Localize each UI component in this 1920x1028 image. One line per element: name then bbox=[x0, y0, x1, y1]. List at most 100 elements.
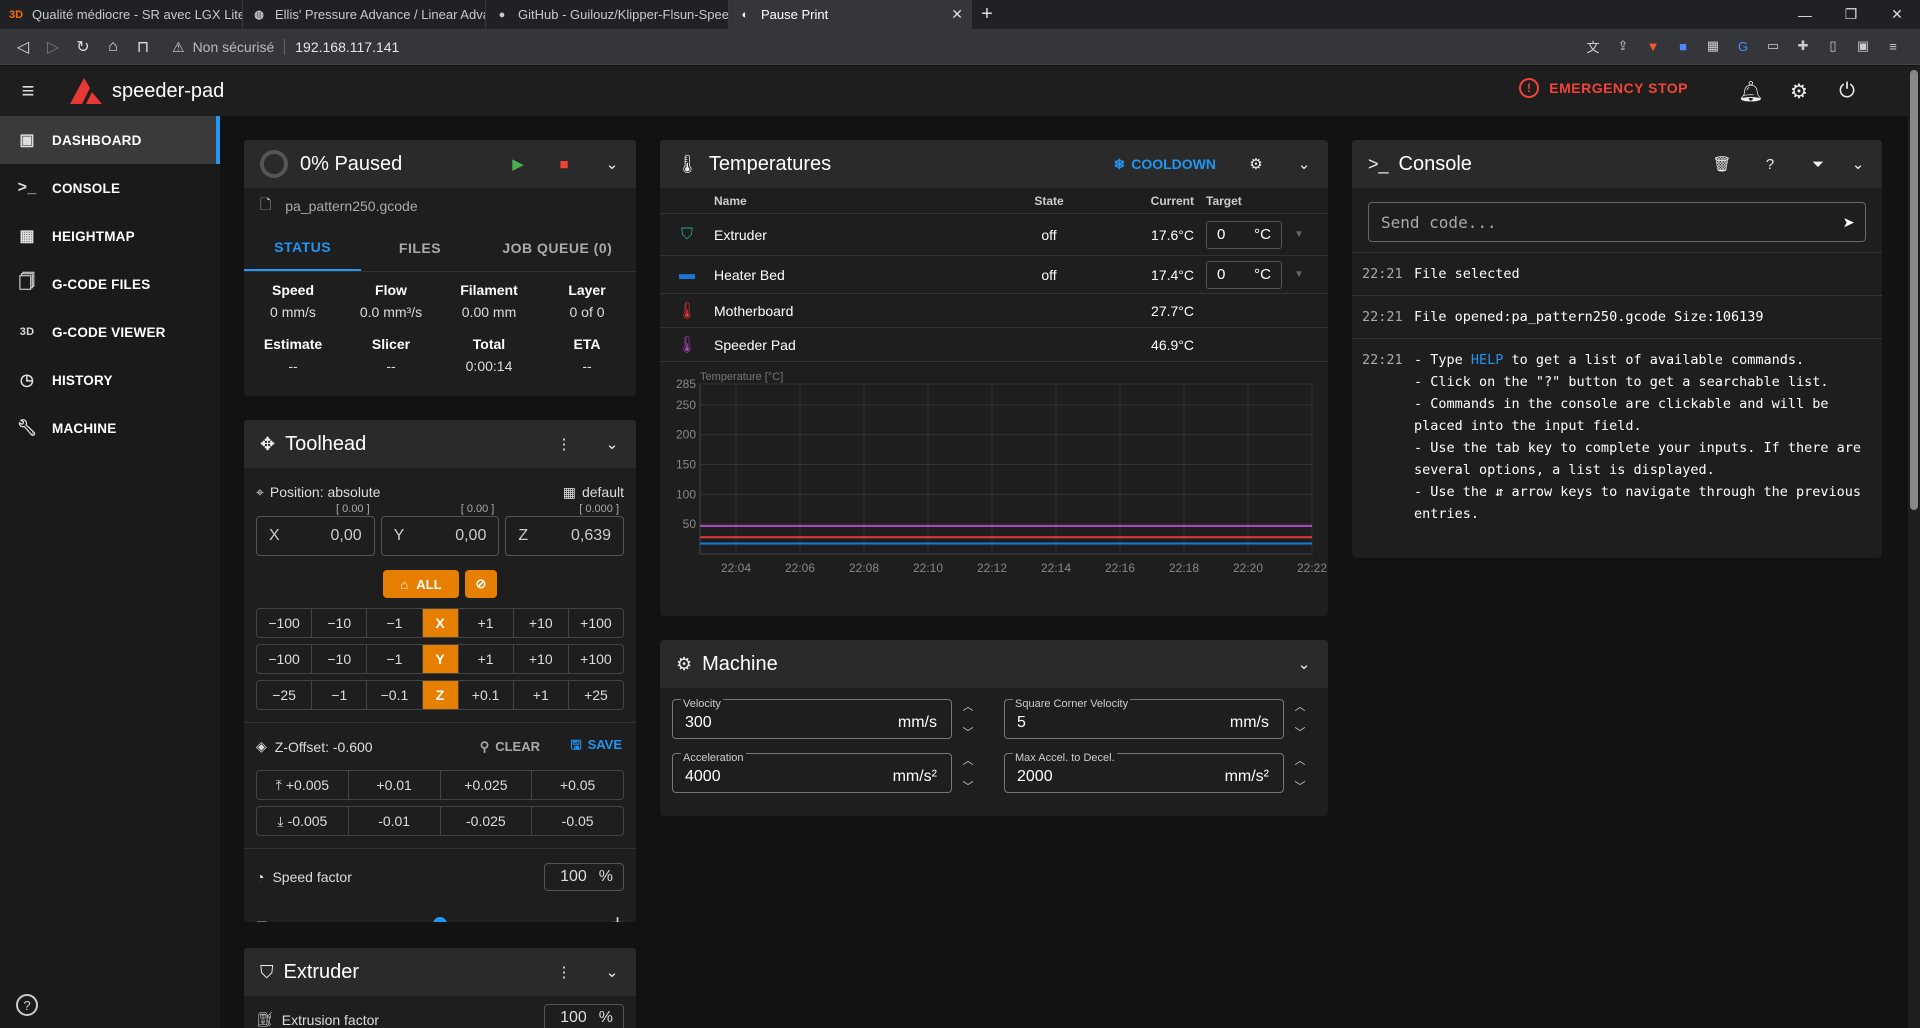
minimize-icon[interactable]: — bbox=[1798, 6, 1812, 23]
square-corner-velocity-input[interactable]: Square Corner Velocity 5 mm/s bbox=[1004, 698, 1284, 739]
jog-button[interactable]: −0.1 bbox=[367, 681, 423, 709]
more-vert-icon[interactable]: ⋮ bbox=[556, 436, 572, 453]
jog-button[interactable]: +0.1 bbox=[459, 681, 514, 709]
brave-icon[interactable]: ▼ bbox=[1646, 38, 1660, 54]
browser-tab-4[interactable]: ◐ Pause Print ✕ bbox=[729, 0, 972, 29]
jog-button[interactable]: −1 bbox=[367, 645, 423, 673]
cancel-button[interactable]: ■ bbox=[559, 155, 569, 173]
z-offset-up-button[interactable]: ⤒ +0.005 bbox=[257, 771, 349, 799]
sidebar-item-heightmap[interactable]: ▦ HEIGHTMAP bbox=[0, 212, 220, 260]
z-position-field[interactable]: [ 0.000 ] Z 0,639 bbox=[505, 503, 625, 556]
home-y-button[interactable]: Y bbox=[422, 645, 459, 673]
plus-icon[interactable]: + bbox=[611, 910, 624, 922]
chevron-down-icon[interactable]: ▼ bbox=[1294, 269, 1304, 280]
chevron-down-icon[interactable]: ﹀ bbox=[1294, 727, 1306, 739]
browser-tab-1[interactable]: 3D Qualité médiocre - SR avec LGX Lite e… bbox=[0, 0, 243, 29]
jog-button[interactable]: +1 bbox=[459, 645, 514, 673]
speed-factor-slider[interactable]: − + bbox=[256, 904, 624, 922]
jog-button[interactable]: +25 bbox=[584, 687, 608, 703]
tab-status[interactable]: STATUS bbox=[244, 224, 362, 271]
console-text[interactable]: File opened:pa_pattern250.gcode Size:106… bbox=[1414, 309, 1764, 325]
jog-button[interactable]: −10 bbox=[312, 609, 368, 637]
sidebar-item-dashboard[interactable]: ▣ DASHBOARD bbox=[0, 116, 220, 164]
chevron-down-icon[interactable]: ⌄ bbox=[605, 964, 619, 981]
speed-factor-input[interactable]: 100% bbox=[544, 863, 624, 891]
sidebar-item-machine[interactable]: 🔧︎ MACHINE bbox=[0, 404, 220, 452]
sensor-name[interactable]: Motherboard bbox=[714, 302, 794, 319]
share-icon[interactable]: ⇪ bbox=[1617, 38, 1629, 53]
chevron-up-icon[interactable]: ︿ bbox=[1294, 701, 1306, 713]
cooldown-button[interactable]: ❄ COOLDOWN bbox=[1114, 156, 1217, 173]
jog-button[interactable]: +1 bbox=[514, 681, 569, 709]
chevron-down-icon[interactable]: ⌄ bbox=[1297, 656, 1311, 673]
jog-button[interactable]: −1 bbox=[367, 609, 423, 637]
back-icon[interactable]: ◁ bbox=[16, 38, 30, 56]
filter-icon[interactable]: ⏷ bbox=[1811, 155, 1824, 173]
velocity-input[interactable]: Velocity 300 mm/s bbox=[672, 698, 952, 739]
puzzle-icon[interactable]: ✚ bbox=[1797, 38, 1809, 53]
url-field[interactable]: ⚠ Non sécurisé 192.168.117.141 bbox=[172, 33, 1557, 61]
save-button[interactable]: 🖫︎ SAVE bbox=[570, 736, 622, 758]
jog-button[interactable]: +10 bbox=[514, 609, 569, 637]
target-input[interactable]: 0 °C bbox=[1206, 260, 1282, 289]
jog-button[interactable]: +10 bbox=[514, 645, 569, 673]
menu-icon[interactable]: ≡ bbox=[1889, 38, 1897, 54]
clear-button[interactable]: ⚲ CLEAR bbox=[480, 739, 540, 755]
wallet-icon[interactable]: ▣ bbox=[1856, 38, 1870, 53]
translate-ext-icon[interactable]: G bbox=[1737, 38, 1749, 54]
tab-files[interactable]: FILES bbox=[398, 239, 442, 256]
chevron-up-icon[interactable]: ︿ bbox=[962, 701, 974, 713]
sidebar-item-gcode-viewer[interactable]: 3D G-CODE VIEWER bbox=[0, 308, 220, 356]
max-accel-to-decel-input[interactable]: Max Accel. to Decel. 2000 mm/s² bbox=[1004, 752, 1284, 793]
chevron-down-icon[interactable]: ﹀ bbox=[1294, 781, 1306, 793]
jog-button[interactable]: −1 bbox=[312, 681, 368, 709]
trash-icon[interactable]: 🗑︎ bbox=[1712, 156, 1732, 173]
home-x-button[interactable]: X bbox=[422, 609, 459, 637]
window-ext-icon[interactable]: ▭ bbox=[1766, 38, 1780, 53]
chevron-down-icon[interactable]: ⌄ bbox=[1851, 156, 1865, 173]
new-tab-button[interactable]: + bbox=[981, 3, 993, 25]
tab-job-queue[interactable]: JOB QUEUE (0) bbox=[502, 239, 613, 256]
y-position-field[interactable]: [ 0.00 ] Y 0,00 bbox=[380, 503, 500, 556]
help-icon[interactable]: ? bbox=[1765, 155, 1775, 173]
jog-button[interactable]: −25 bbox=[257, 681, 313, 709]
chevron-down-icon[interactable]: ﹀ bbox=[962, 781, 974, 793]
chevron-down-icon[interactable]: ⌄ bbox=[605, 156, 619, 173]
heater-name[interactable]: Heater Bed bbox=[714, 266, 785, 283]
help-icon[interactable]: ? bbox=[16, 994, 38, 1016]
chevron-up-icon[interactable]: ︿ bbox=[1294, 755, 1306, 767]
z-offset-up-button[interactable]: +0.025 bbox=[441, 771, 533, 799]
chevron-down-icon[interactable]: ⌄ bbox=[605, 436, 619, 453]
help-command-link[interactable]: HELP bbox=[1470, 352, 1504, 368]
jog-button[interactable]: −100 bbox=[257, 645, 313, 673]
z-offset-up-button[interactable]: +0.05 bbox=[559, 777, 596, 793]
console-text[interactable]: File selected bbox=[1414, 266, 1520, 282]
z-offset-up-button[interactable]: +0.01 bbox=[349, 771, 441, 799]
gear-icon[interactable]: ⚙ bbox=[1249, 156, 1263, 173]
target-input[interactable]: 0 °C bbox=[1206, 220, 1282, 249]
more-vert-icon[interactable]: ⋮ bbox=[556, 964, 572, 981]
motors-off-button[interactable]: ⊘ bbox=[465, 570, 497, 598]
forward-icon[interactable]: ▷ bbox=[46, 38, 60, 56]
home-z-button[interactable]: Z bbox=[422, 681, 459, 709]
extrusion-factor-input[interactable]: 100% bbox=[544, 1004, 624, 1028]
z-offset-down-button[interactable]: -0.01 bbox=[349, 807, 441, 835]
emergency-stop-button[interactable]: ! EMERGENCY STOP bbox=[1519, 78, 1688, 98]
sidebar-icon[interactable]: ▯ bbox=[1829, 38, 1837, 53]
browser-tab-2[interactable]: ◍ Ellis' Pressure Advance / Linear Advan… bbox=[243, 0, 486, 29]
slider-thumb[interactable] bbox=[433, 917, 447, 922]
restore-icon[interactable]: ❐ bbox=[1844, 6, 1858, 22]
sidebar-item-gcode-files[interactable]: 🗍︎ G-CODE FILES bbox=[0, 260, 220, 308]
heater-name[interactable]: Extruder bbox=[714, 226, 767, 243]
extension-icon[interactable]: ■ bbox=[1679, 38, 1687, 54]
bell-icon[interactable]: 🔔︎ bbox=[1738, 80, 1764, 103]
browser-tab-3[interactable]: ● GitHub - Guilouz/Klipper-Flsun-Speed bbox=[486, 0, 729, 29]
settings-icon[interactable]: ⚙ bbox=[1790, 80, 1808, 103]
chevron-down-icon[interactable]: ⌄ bbox=[1297, 156, 1311, 173]
minus-icon[interactable]: − bbox=[256, 912, 268, 922]
chevron-down-icon[interactable]: ▼ bbox=[1294, 229, 1304, 240]
jog-button[interactable]: −10 bbox=[312, 645, 368, 673]
hamburger-icon[interactable]: ≡ bbox=[21, 78, 35, 103]
chevron-up-icon[interactable]: ︿ bbox=[962, 755, 974, 767]
power-icon[interactable]: ⏻ bbox=[1839, 79, 1855, 102]
